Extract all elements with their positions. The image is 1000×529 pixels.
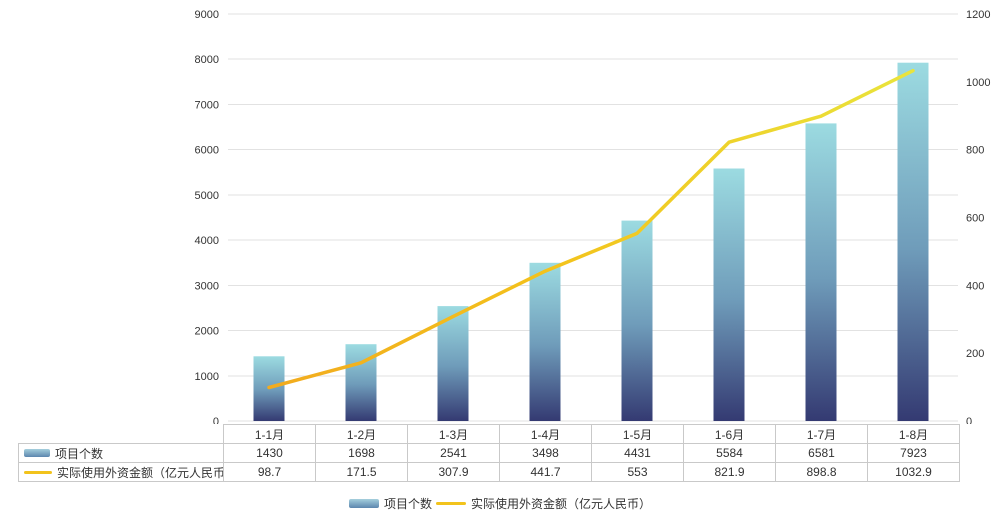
table-value-1-6月-line: 821.9 bbox=[683, 462, 776, 482]
bar-series-swatch-icon bbox=[24, 449, 50, 457]
table-value-1-1月-bar: 1430 bbox=[223, 443, 316, 463]
x-axis-label-1-7月: 1-7月 bbox=[775, 424, 868, 444]
table-value-1-5月-bar: 4431 bbox=[591, 443, 684, 463]
y-axis-right-tick-1000: 1000 bbox=[966, 77, 990, 89]
series-name-label: 实际使用外资金额（亿元人民币） bbox=[57, 465, 224, 480]
y-axis-left-tick-4000: 4000 bbox=[195, 235, 219, 247]
bar-1-4月 bbox=[529, 262, 561, 421]
y-axis-left-tick-9000: 9000 bbox=[195, 9, 219, 21]
bar-1-6月 bbox=[713, 168, 745, 421]
y-axis-right-tick-400: 400 bbox=[966, 280, 984, 292]
chart-legend: 项目个数 实际使用外资金额（亿元人民币） bbox=[0, 495, 1000, 512]
table-row-header-bar: 项目个数 bbox=[18, 443, 224, 463]
y-axis-left-tick-2000: 2000 bbox=[195, 326, 219, 338]
table-value-1-1月-line: 98.7 bbox=[223, 462, 316, 482]
bar-series-swatch-icon bbox=[348, 499, 379, 508]
y-axis-right-tick-0: 0 bbox=[966, 416, 972, 424]
y-axis-right-tick-1200: 1200 bbox=[966, 9, 990, 21]
series-name-label: 项目个数 bbox=[55, 446, 104, 461]
x-axis-label-1-8月: 1-8月 bbox=[867, 424, 960, 444]
y-axis-left-tick-3000: 3000 bbox=[195, 280, 219, 292]
bar-1-3月 bbox=[437, 306, 469, 421]
x-axis-label-1-4月: 1-4月 bbox=[499, 424, 592, 444]
x-axis-label-1-1月: 1-1月 bbox=[223, 424, 316, 444]
table-value-1-2月-bar: 1698 bbox=[315, 443, 408, 463]
table-corner-cell bbox=[19, 425, 224, 444]
table-value-1-8月-bar: 7923 bbox=[867, 443, 960, 463]
bar-1-7月 bbox=[805, 123, 837, 422]
legend-label-line-series: 实际使用外资金额（亿元人民币） bbox=[471, 497, 652, 511]
y-axis-left-tick-5000: 5000 bbox=[195, 190, 219, 202]
combo-chart-plot: 0 1000 2000 3000 4000 5000 6000 7000 8000 9000 0 20… bbox=[195, 9, 991, 424]
legend-label-bar-series: 项目个数 bbox=[383, 497, 432, 511]
line-series-swatch-icon bbox=[24, 470, 52, 474]
table-value-1-3月-line: 307.9 bbox=[407, 462, 500, 482]
legend-item-bar-series[interactable]: 项目个数 bbox=[348, 495, 432, 512]
x-axis-label-1-5月: 1-5月 bbox=[591, 424, 684, 444]
table-value-1-7月-bar: 6581 bbox=[775, 443, 868, 463]
y-axis-right-tick-600: 600 bbox=[966, 213, 984, 225]
table-value-1-8月-line: 1032.9 bbox=[867, 462, 960, 482]
y-axis-left-tick-8000: 8000 bbox=[195, 54, 219, 66]
table-value-1-7月-line: 898.8 bbox=[775, 462, 868, 482]
chart-data-table: 1-1月 1-2月 1-3月 1-4月 1-5月 1-6月 1-7月 1-8月项目个数 1430… bbox=[18, 424, 960, 482]
x-axis-label-1-3月: 1-3月 bbox=[407, 424, 500, 444]
line-series-path bbox=[267, 68, 915, 390]
line-series-swatch-icon bbox=[436, 502, 466, 505]
y-axis-right-tick-200: 200 bbox=[966, 348, 984, 360]
table-value-1-6月-bar: 5584 bbox=[683, 443, 776, 463]
table-row-header-line: 实际使用外资金额（亿元人民币） bbox=[18, 462, 224, 482]
bar-1-8月 bbox=[897, 62, 929, 421]
x-axis-label-1-2月: 1-2月 bbox=[315, 424, 408, 444]
x-axis-label-1-6月: 1-6月 bbox=[683, 424, 776, 444]
y-axis-left-tick-0: 0 bbox=[213, 416, 219, 424]
bar-1-5月 bbox=[621, 220, 653, 421]
table-value-1-3月-bar: 2541 bbox=[407, 443, 500, 463]
table-value-1-2月-line: 171.5 bbox=[315, 462, 408, 482]
y-axis-left-tick-7000: 7000 bbox=[195, 99, 219, 111]
table-value-1-4月-bar: 3498 bbox=[499, 443, 592, 463]
table-value-1-4月-line: 441.7 bbox=[499, 462, 592, 482]
y-axis-right-tick-800: 800 bbox=[966, 145, 984, 157]
y-axis-left-tick-6000: 6000 bbox=[195, 145, 219, 157]
legend-item-line-series[interactable]: 实际使用外资金额（亿元人民币） bbox=[436, 495, 651, 512]
table-value-1-5月-line: 553 bbox=[591, 462, 684, 482]
y-axis-left-tick-1000: 1000 bbox=[195, 371, 219, 383]
